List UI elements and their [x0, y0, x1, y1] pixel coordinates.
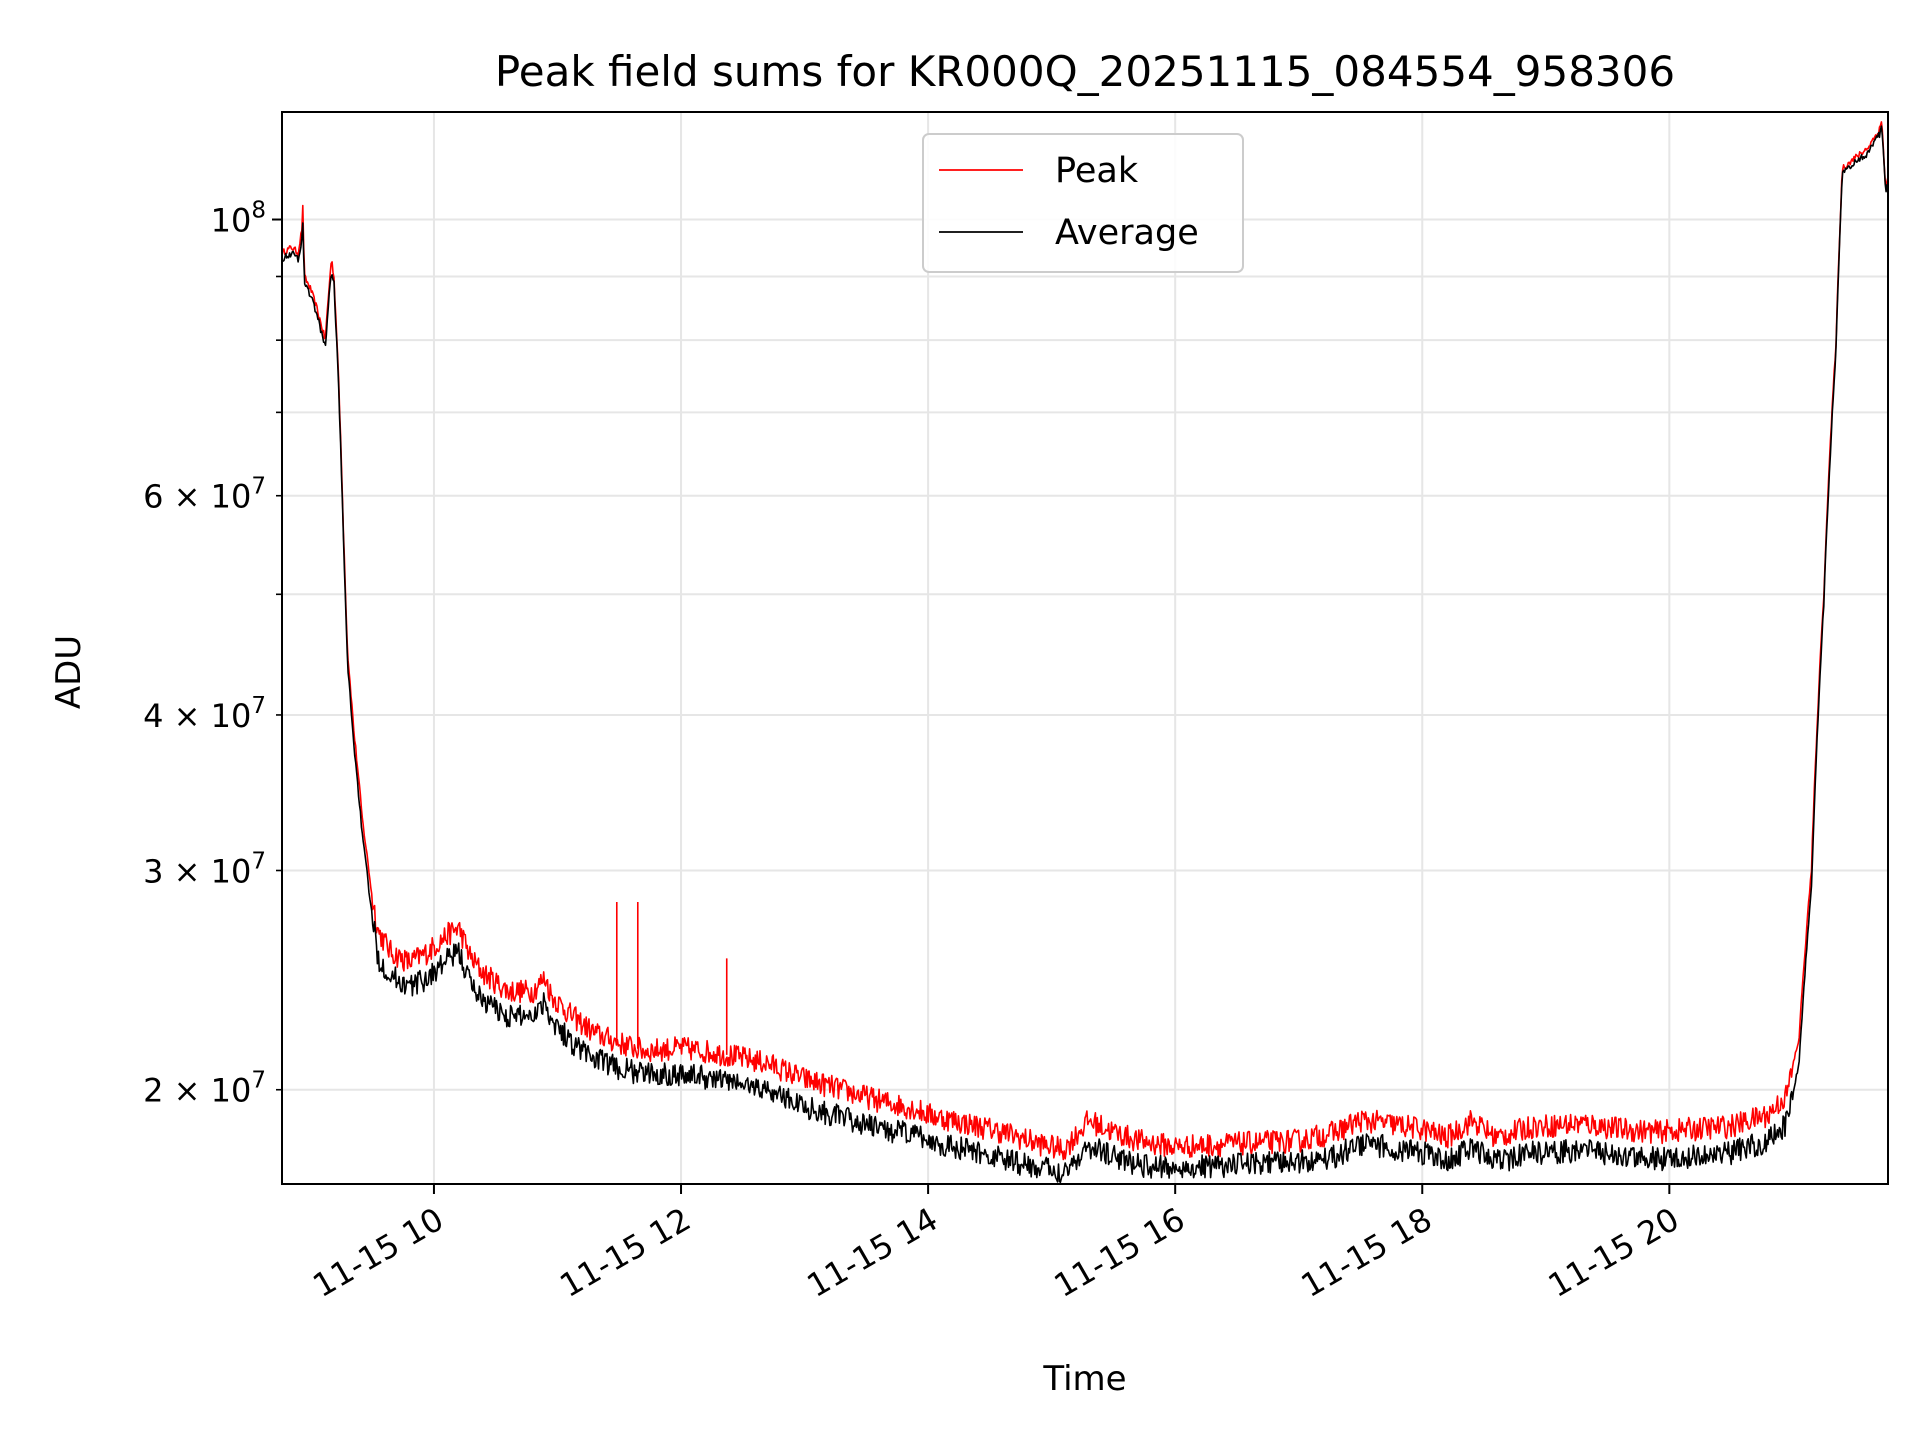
x-axis-label: Time: [1042, 1359, 1126, 1399]
y-major-tick-label-0: 108: [211, 198, 266, 240]
grid: [282, 112, 1888, 1184]
series-line-peak: [282, 121, 1888, 1161]
plot-data-area: [282, 121, 1888, 1184]
y-minor-tick-label-2: 4 × 107: [143, 693, 266, 735]
y-minor-tick-label-1: 3 × 107: [143, 848, 266, 890]
y-minor-tick-label-3: 6 × 107: [143, 474, 266, 516]
legend: Peak Average: [922, 133, 1244, 273]
plot-frame: [281, 111, 1889, 1185]
legend-label-average: Average: [1055, 213, 1199, 253]
chart-title: Peak field sums for KR000Q_20251115_0845…: [495, 47, 1675, 96]
series-line-average: [282, 125, 1888, 1184]
y-axis-label: ADU: [49, 635, 89, 709]
legend-box: [922, 133, 1244, 273]
legend-label-peak: Peak: [1055, 151, 1139, 191]
y-minor-tick-label-0: 2 × 107: [143, 1068, 266, 1110]
